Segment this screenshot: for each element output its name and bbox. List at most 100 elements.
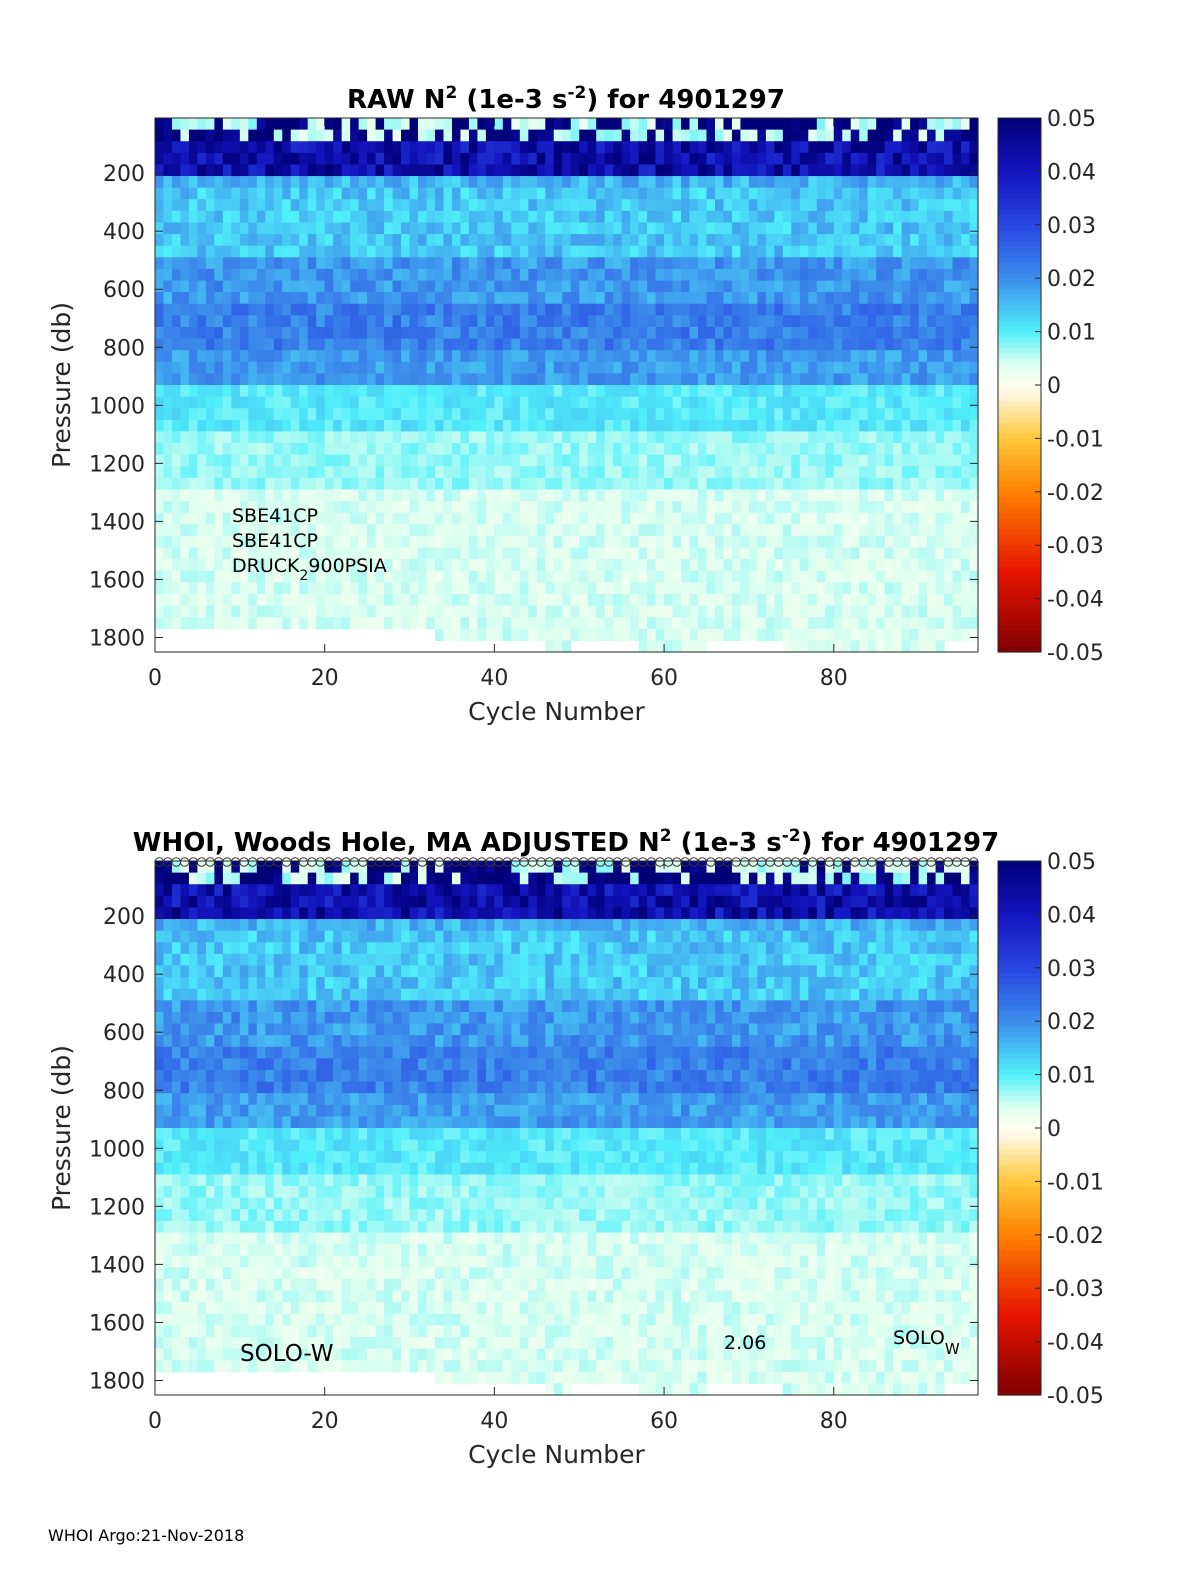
- heatmap-cell: [485, 303, 495, 316]
- heatmap-cell: [553, 199, 563, 212]
- heatmap-cell: [511, 385, 521, 398]
- heatmap-cell: [850, 501, 860, 514]
- heatmap-cell: [494, 245, 504, 258]
- heatmap-cell: [511, 315, 521, 328]
- heatmap-cell: [528, 617, 538, 630]
- heatmap-cell: [290, 187, 300, 200]
- heatmap-cell: [553, 628, 563, 641]
- heatmap-cell: [231, 245, 241, 258]
- heatmap-cell: [307, 605, 317, 618]
- heatmap-cell: [765, 315, 775, 328]
- heatmap-cell: [587, 199, 597, 212]
- heatmap-cell: [163, 1348, 173, 1361]
- heatmap-cell: [757, 570, 767, 583]
- heatmap-cell: [723, 628, 733, 641]
- heatmap-cell: [655, 547, 665, 560]
- heatmap-cell: [579, 187, 589, 200]
- heatmap-cell: [714, 466, 725, 479]
- heatmap-cell: [460, 559, 470, 572]
- heatmap-cell: [180, 1255, 190, 1268]
- heatmap-cell: [358, 118, 368, 131]
- heatmap-cell: [842, 431, 852, 444]
- heatmap-cell: [621, 350, 631, 363]
- colorbar-tick-label: 0: [1047, 374, 1061, 399]
- heatmap-cell: [502, 118, 512, 131]
- heatmap-cell: [536, 187, 546, 200]
- colorbar-segment: [998, 550, 1041, 557]
- heatmap-cell: [265, 547, 275, 560]
- heatmap-cell: [528, 431, 538, 444]
- heatmap-cell: [451, 373, 462, 386]
- heatmap-cell: [553, 547, 563, 560]
- heatmap-cell: [222, 1290, 232, 1303]
- heatmap-cell: [333, 268, 343, 282]
- heatmap-cell: [774, 535, 784, 549]
- heatmap-cell: [485, 373, 495, 386]
- heatmap-cell: [273, 164, 283, 177]
- heatmap-cell: [935, 628, 945, 641]
- heatmap-cell: [596, 280, 606, 293]
- heatmap-cell: [180, 141, 190, 154]
- heatmap-cell: [231, 907, 241, 920]
- heatmap-cell: [401, 547, 411, 560]
- heatmap-cell: [681, 419, 691, 433]
- heatmap-cell: [893, 628, 903, 641]
- heatmap-cell: [171, 1348, 182, 1361]
- heatmap-cell: [876, 187, 886, 200]
- heatmap-cell: [740, 466, 750, 479]
- heatmap-cell: [961, 570, 971, 583]
- heatmap-cell: [545, 234, 555, 247]
- heatmap-cell: [188, 315, 199, 328]
- heatmap-cell: [884, 187, 894, 200]
- heatmap-cell: [222, 861, 232, 874]
- heatmap-cell: [188, 512, 199, 525]
- heatmap-cell: [799, 268, 809, 282]
- heatmap-cell: [613, 605, 623, 618]
- heatmap-cell: [765, 489, 775, 502]
- heatmap-cell: [256, 501, 266, 514]
- heatmap-cell: [723, 466, 733, 479]
- heatmap-cell: [833, 373, 843, 386]
- heatmap-cell: [672, 187, 682, 200]
- heatmap-cell: [163, 152, 173, 166]
- heatmap-cell: [630, 431, 640, 444]
- heatmap-cell: [434, 373, 445, 386]
- heatmap-cell: [757, 547, 767, 560]
- heatmap-cell: [239, 1035, 249, 1048]
- heatmap-cell: [290, 582, 300, 595]
- heatmap-cell: [434, 628, 445, 641]
- heatmap-cell: [290, 431, 300, 444]
- heatmap-cell: [655, 129, 665, 142]
- heatmap-cell: [842, 640, 852, 653]
- heatmap-cell: [358, 605, 368, 618]
- heatmap-cell: [681, 501, 691, 514]
- heatmap-cell: [443, 443, 453, 456]
- heatmap-cell: [579, 245, 589, 258]
- heatmap-cell: [664, 164, 674, 177]
- heatmap-cell: [791, 570, 801, 583]
- heatmap-cell: [155, 396, 165, 409]
- heatmap-cell: [859, 512, 869, 525]
- heatmap-cell: [884, 315, 894, 328]
- heatmap-cell: [494, 547, 504, 560]
- heatmap-cell: [171, 1255, 182, 1268]
- heatmap-cell: [231, 1151, 241, 1164]
- heatmap-cell: [171, 1197, 182, 1210]
- heatmap-cell: [935, 570, 945, 583]
- heatmap-cell: [282, 617, 292, 630]
- heatmap-cell: [706, 605, 716, 618]
- heatmap-cell: [197, 547, 207, 560]
- heatmap-cell: [384, 315, 394, 328]
- heatmap-cell: [910, 199, 920, 212]
- heatmap-cell: [282, 152, 292, 166]
- heatmap-cell: [698, 396, 708, 409]
- heatmap-cell: [867, 582, 877, 595]
- heatmap-cell: [808, 605, 818, 618]
- heatmap-cell: [155, 1302, 165, 1315]
- heatmap-cell: [367, 385, 377, 398]
- heatmap-cell: [630, 582, 640, 595]
- heatmap-cell: [214, 280, 224, 293]
- heatmap-cell: [808, 408, 818, 421]
- heatmap-cell: [774, 280, 784, 293]
